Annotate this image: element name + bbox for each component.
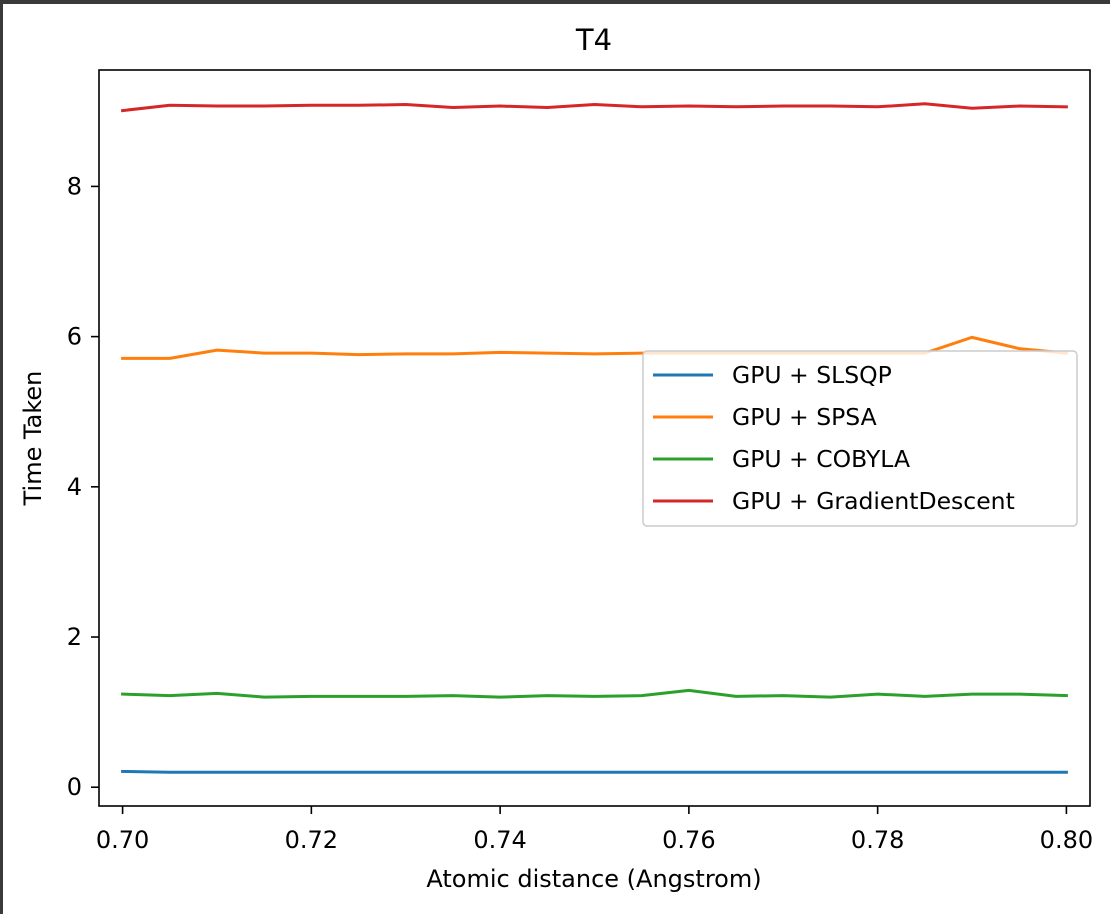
x-tick-label: 0.70 [96,826,149,854]
series-line-4 [120,102,1068,113]
x-tick-label: 0.78 [851,826,904,854]
x-axis: 0.70 0.72 0.74 0.76 0.78 0.80 [96,806,1093,854]
legend: GPU + SLSQP GPU + SPSA GPU + COBYLA GPU + G… [642,350,1078,527]
legend-box [642,350,1078,527]
x-tick-label: 0.72 [285,826,338,854]
legend-label: GPU + GradientDescent [732,487,1015,515]
chart-title: T4 [575,23,612,57]
y-tick-label: 8 [67,172,82,200]
y-axis: 0 2 4 6 8 [67,172,99,801]
series-line-1 [121,769,1068,774]
plot-area [98,69,1091,807]
y-tick-label: 0 [67,773,82,801]
x-axis-label: Atomic distance (Angstrom) [426,865,761,893]
x-tick-label: 0.80 [1040,826,1093,854]
y-tick-label: 6 [67,323,82,351]
y-tick-label: 4 [67,473,82,501]
x-tick-label: 0.74 [473,826,526,854]
legend-label: GPU + SLSQP [732,361,892,389]
legend-label: GPU + SPSA [732,403,877,431]
y-tick-label: 2 [67,623,82,651]
legend-label: GPU + COBYLA [732,445,910,473]
x-tick-label: 0.76 [662,826,715,854]
series-line-3 [121,688,1068,699]
y-axis-label: Time Taken [19,371,47,507]
